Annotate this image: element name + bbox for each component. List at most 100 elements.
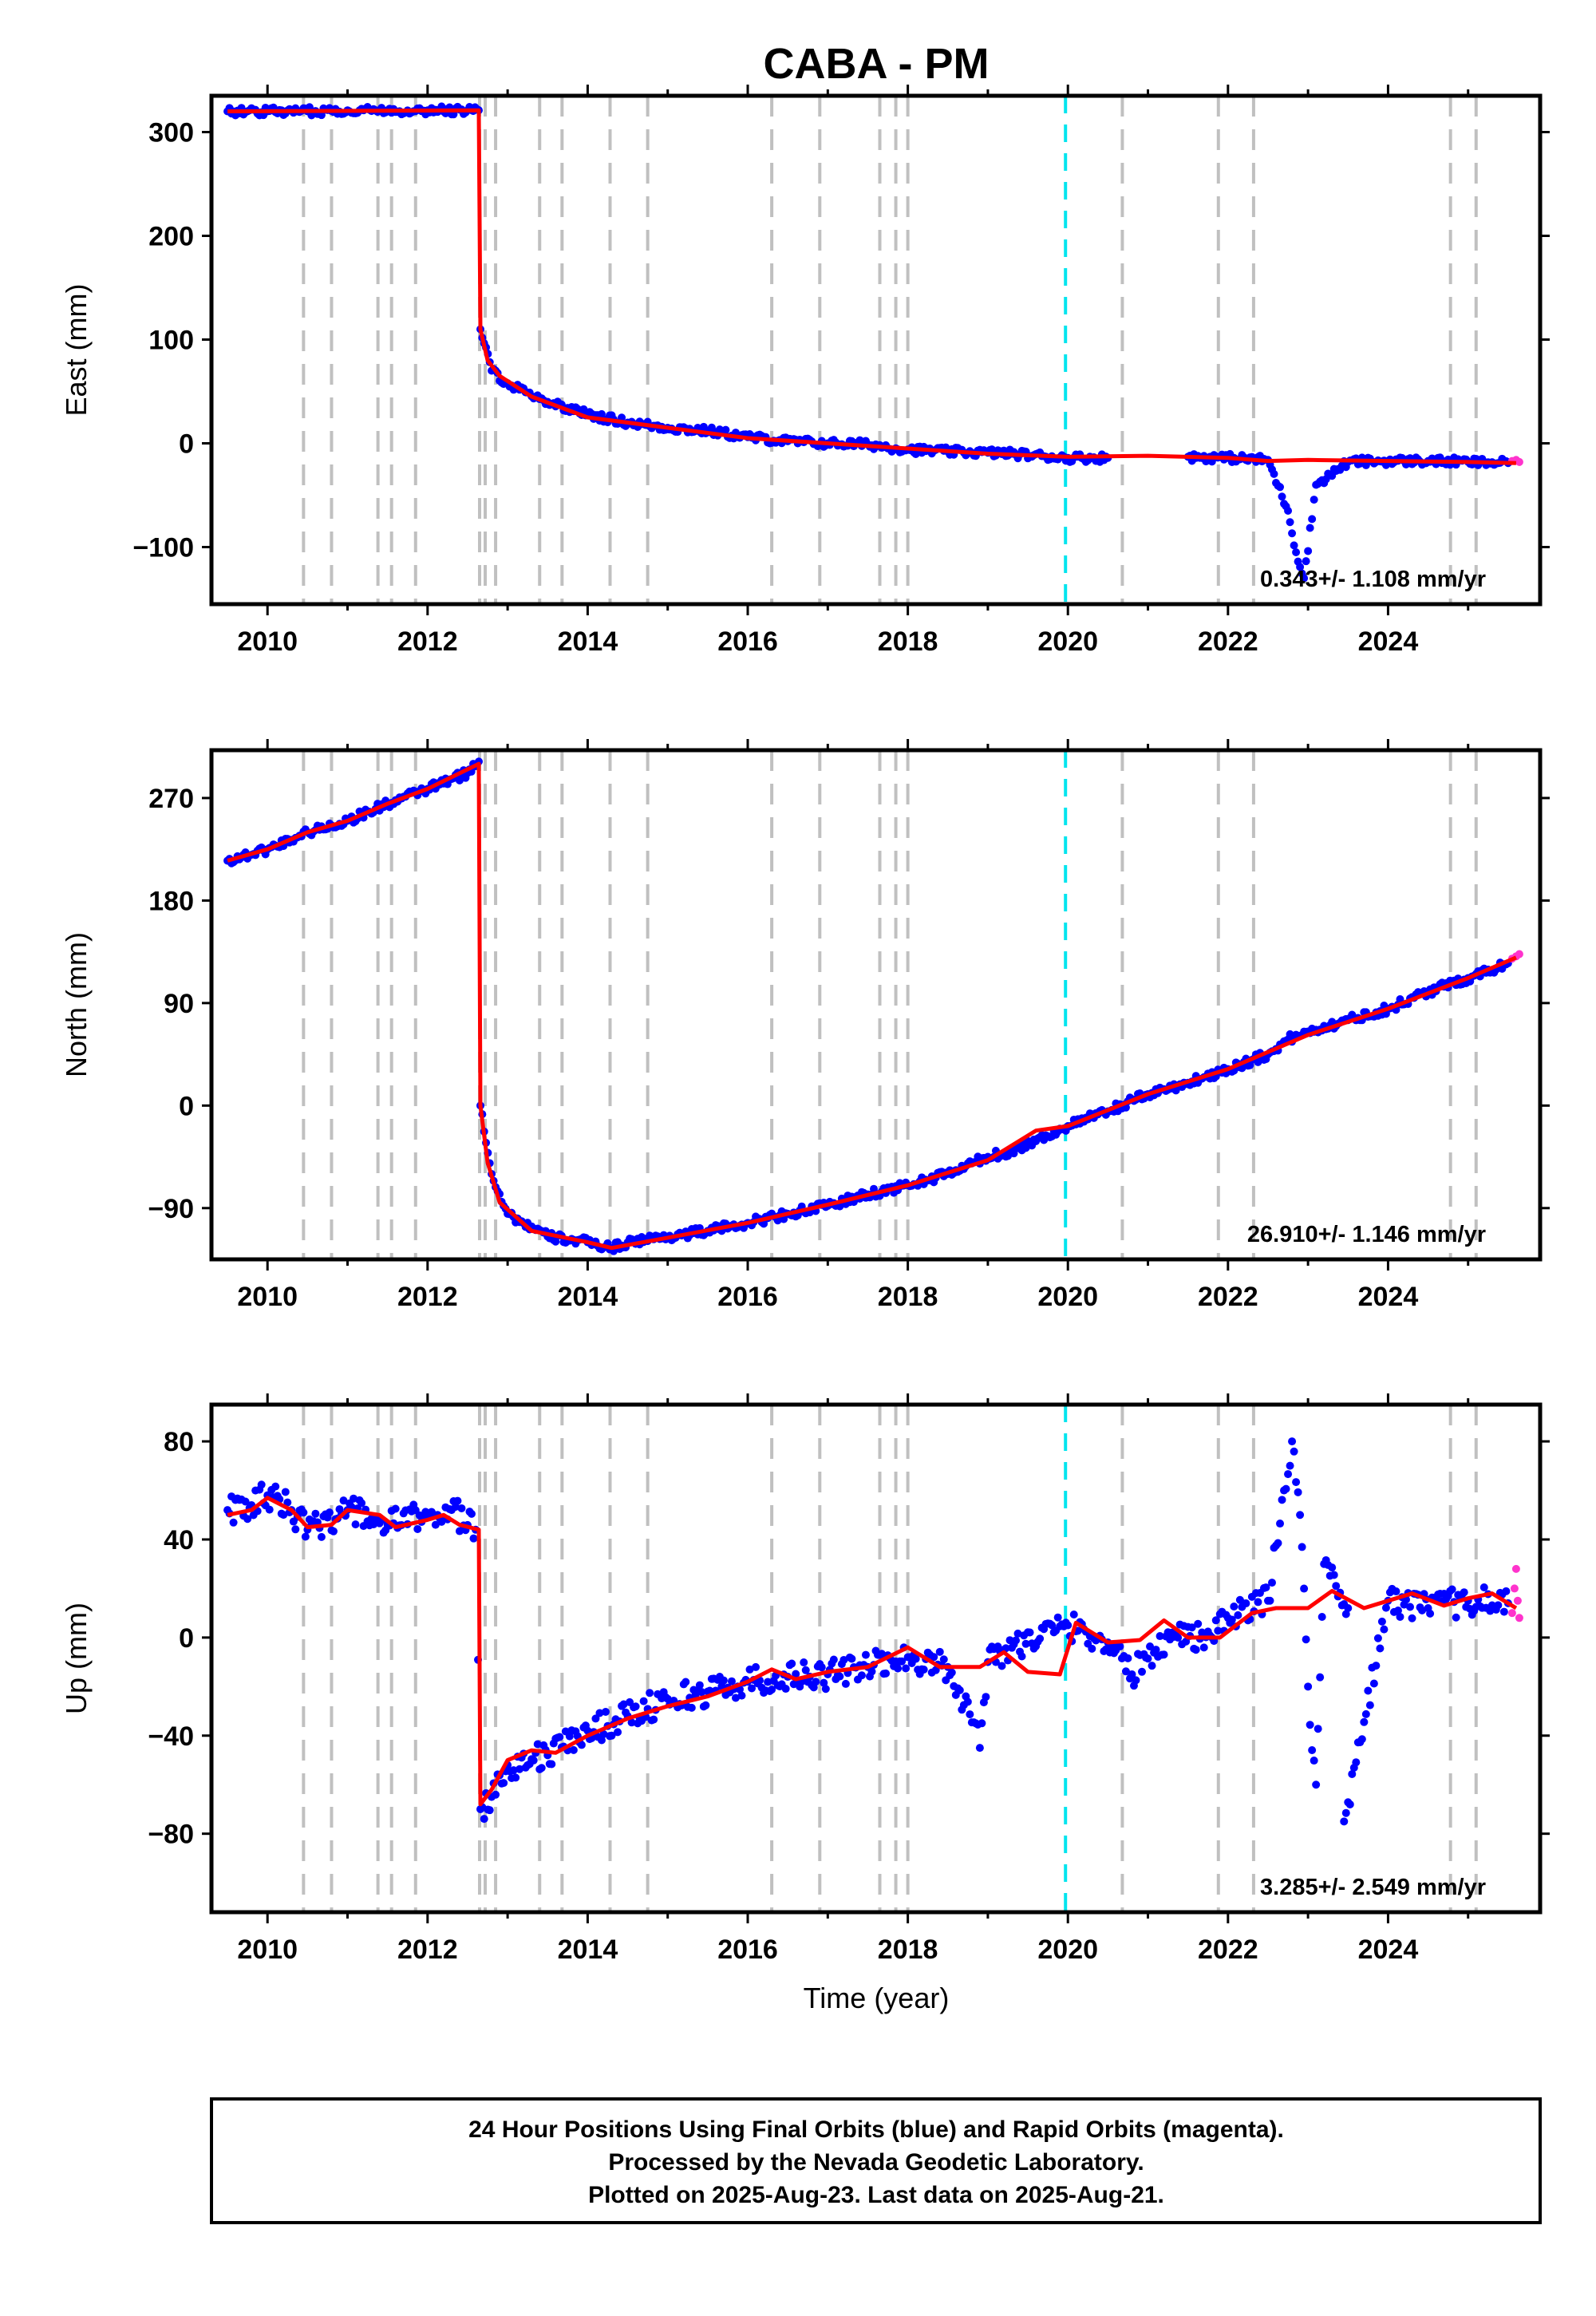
up-data-point: [1357, 1735, 1366, 1744]
up-data-point: [1345, 1800, 1354, 1808]
up-data-point: [229, 1518, 238, 1527]
up-data-point: [768, 1686, 776, 1694]
up-data-group: [223, 1437, 1523, 1826]
up-data-point: [1088, 1644, 1096, 1653]
up-data-point: [1396, 1612, 1404, 1621]
up-data-point: [812, 1678, 820, 1686]
up-data-point: [601, 1707, 610, 1716]
up-data-point: [1001, 1644, 1010, 1653]
east-data-point: [1296, 563, 1305, 571]
north-data-point: [1515, 950, 1523, 958]
up-data-point: [351, 1520, 360, 1529]
up-data-point: [299, 1508, 308, 1517]
up-data-point: [998, 1662, 1006, 1670]
east-x-tick-label: 2016: [717, 626, 778, 657]
north-data-point: [836, 1202, 844, 1211]
up-data-point: [646, 1689, 654, 1697]
up-data-point: [1025, 1628, 1034, 1637]
up-data-point: [480, 1815, 488, 1824]
up-data-point: [919, 1665, 928, 1674]
up-data-point: [1288, 1437, 1297, 1446]
up-data-point: [1021, 1639, 1030, 1648]
up-data-point: [1499, 1607, 1508, 1616]
up-data-point: [975, 1744, 984, 1753]
up-data-point: [1452, 1613, 1460, 1622]
east-data-group: [223, 102, 1523, 583]
up-data-point: [607, 1731, 616, 1740]
east-x-tick-label: 2022: [1198, 626, 1258, 657]
east-data-point: [1270, 469, 1278, 478]
up-data-point: [1227, 1615, 1236, 1624]
up-data-point: [1460, 1588, 1468, 1597]
up-x-tick-label: 2016: [717, 1935, 778, 1965]
up-data-point: [455, 1527, 464, 1535]
east-x-tick-label: 2018: [878, 626, 938, 657]
up-data-point: [839, 1655, 848, 1664]
up-data-point: [1194, 1619, 1203, 1628]
up-data-point: [1230, 1603, 1238, 1611]
up-data-point: [1494, 1601, 1503, 1610]
north-x-tick-label: 2014: [558, 1282, 618, 1312]
up-data-point: [978, 1719, 986, 1728]
up-data-point: [1234, 1611, 1242, 1619]
up-data-point: [748, 1684, 757, 1693]
up-data-point: [1262, 1583, 1270, 1592]
up-data-point: [867, 1667, 876, 1676]
up-rate-label: 3.285+/- 2.549 mm/yr: [1260, 1875, 1486, 1900]
up-data-point: [792, 1670, 800, 1678]
north-data-group: [223, 757, 1523, 1255]
up-data-point: [1352, 1758, 1361, 1767]
east-x-tick-label: 2012: [397, 626, 458, 657]
up-data-point: [1191, 1646, 1200, 1654]
east-rate-label: 0.343+/- 1.108 mm/yr: [1260, 567, 1486, 592]
up-data-point: [1069, 1610, 1078, 1618]
up-data-point: [1348, 1769, 1357, 1778]
up-data-point: [555, 1733, 564, 1741]
north-x-tick-label: 2018: [878, 1282, 938, 1312]
up-data-point: [836, 1672, 844, 1681]
up-data-point: [529, 1756, 538, 1765]
east-y-tick-label: −100: [132, 533, 194, 563]
east-data-point: [1302, 557, 1310, 566]
up-data-point: [1329, 1571, 1338, 1579]
up-data-point: [329, 1527, 338, 1535]
east-data-point: [1300, 574, 1309, 583]
east-data-point: [1304, 547, 1313, 555]
up-data-point: [878, 1650, 887, 1658]
up-data-point: [902, 1664, 911, 1673]
up-data-point: [597, 1736, 606, 1745]
up-data-point: [358, 1499, 366, 1508]
up-data-point: [1373, 1634, 1382, 1642]
north-x-tick-label: 2012: [397, 1282, 458, 1312]
north-frame: [209, 748, 1543, 1262]
up-model-line: [227, 1496, 1518, 1807]
up-data-point: [911, 1654, 920, 1663]
up-data-point: [1053, 1613, 1062, 1622]
up-data-point: [243, 1515, 252, 1524]
up-data-point: [639, 1697, 648, 1705]
up-x-tick-label: 2010: [237, 1935, 298, 1965]
north-x-tick-label: 2016: [717, 1282, 778, 1312]
up-data-point: [737, 1691, 746, 1700]
up-y-tick-label: 0: [179, 1623, 194, 1654]
up-data-point: [1341, 1808, 1350, 1817]
up-data-point: [413, 1524, 422, 1533]
up-data-point: [1286, 1461, 1294, 1470]
up-y-tick-label: 80: [164, 1427, 194, 1457]
up-x-tick-label: 2024: [1358, 1935, 1419, 1965]
up-x-tick-label: 2014: [558, 1935, 618, 1965]
up-data-point: [325, 1508, 334, 1517]
up-data-point: [1064, 1621, 1073, 1630]
up-data-point: [1187, 1623, 1196, 1632]
up-data-point: [569, 1745, 578, 1754]
up-data-point: [1361, 1709, 1370, 1718]
up-data-point: [1381, 1603, 1390, 1612]
up-data-point: [800, 1658, 808, 1667]
up-data-point: [1211, 1616, 1220, 1625]
up-data-point: [500, 1779, 508, 1788]
up-data-point: [821, 1685, 830, 1694]
up-data-point: [1360, 1717, 1369, 1726]
north-y-axis-label: North (mm): [60, 932, 93, 1077]
up-data-point: [1511, 1564, 1520, 1573]
